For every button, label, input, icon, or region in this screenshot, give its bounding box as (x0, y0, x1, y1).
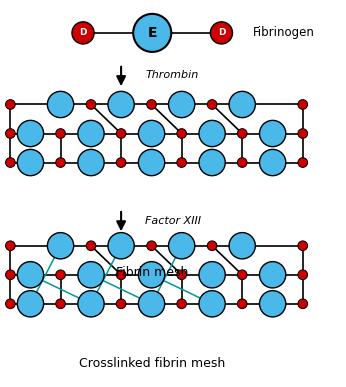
Ellipse shape (56, 128, 65, 139)
Ellipse shape (207, 99, 217, 110)
Ellipse shape (6, 299, 15, 309)
Ellipse shape (56, 299, 65, 309)
Ellipse shape (199, 291, 225, 317)
Ellipse shape (177, 299, 186, 309)
Ellipse shape (207, 241, 217, 251)
Ellipse shape (86, 99, 96, 110)
Ellipse shape (147, 241, 156, 251)
Ellipse shape (177, 270, 186, 280)
Ellipse shape (72, 22, 94, 44)
Ellipse shape (237, 299, 247, 309)
Ellipse shape (108, 233, 134, 259)
Ellipse shape (56, 270, 65, 280)
Ellipse shape (199, 262, 225, 288)
Text: Fibrin mesh: Fibrin mesh (116, 266, 189, 279)
Ellipse shape (6, 270, 15, 280)
Ellipse shape (260, 120, 286, 147)
Ellipse shape (229, 233, 255, 259)
Ellipse shape (237, 128, 247, 139)
Ellipse shape (298, 299, 308, 309)
Ellipse shape (116, 158, 126, 168)
Text: Crosslinked fibrin mesh: Crosslinked fibrin mesh (79, 357, 225, 370)
Ellipse shape (199, 120, 225, 147)
Ellipse shape (116, 128, 126, 139)
Ellipse shape (6, 99, 15, 110)
Ellipse shape (78, 120, 104, 147)
Text: E: E (147, 26, 157, 40)
Ellipse shape (298, 99, 308, 110)
Ellipse shape (138, 291, 165, 317)
Text: Fibrinogen: Fibrinogen (253, 26, 315, 39)
Ellipse shape (47, 233, 74, 259)
Ellipse shape (17, 149, 44, 176)
Ellipse shape (169, 91, 195, 118)
Ellipse shape (199, 149, 225, 176)
Ellipse shape (210, 22, 233, 44)
Ellipse shape (298, 270, 308, 280)
Ellipse shape (229, 91, 255, 118)
Ellipse shape (17, 262, 44, 288)
Ellipse shape (6, 241, 15, 251)
Ellipse shape (138, 149, 165, 176)
Ellipse shape (298, 241, 308, 251)
Ellipse shape (78, 262, 104, 288)
Ellipse shape (6, 158, 15, 168)
Text: Thrombin: Thrombin (145, 70, 199, 80)
Ellipse shape (78, 291, 104, 317)
Ellipse shape (47, 91, 74, 118)
Ellipse shape (237, 270, 247, 280)
Ellipse shape (169, 233, 195, 259)
Ellipse shape (56, 158, 65, 168)
Ellipse shape (116, 270, 126, 280)
Ellipse shape (138, 262, 165, 288)
Ellipse shape (116, 299, 126, 309)
Ellipse shape (78, 149, 104, 176)
Ellipse shape (108, 91, 134, 118)
Ellipse shape (298, 128, 308, 139)
Ellipse shape (177, 158, 186, 168)
Ellipse shape (260, 149, 286, 176)
Ellipse shape (133, 14, 171, 52)
Text: D: D (218, 28, 225, 38)
Text: D: D (79, 28, 87, 38)
Ellipse shape (237, 158, 247, 168)
Ellipse shape (147, 99, 156, 110)
Ellipse shape (260, 262, 286, 288)
Ellipse shape (298, 158, 308, 168)
Ellipse shape (17, 120, 44, 147)
Ellipse shape (138, 120, 165, 147)
Ellipse shape (86, 241, 96, 251)
Text: Factor XIII: Factor XIII (145, 216, 201, 226)
Ellipse shape (177, 128, 186, 139)
Ellipse shape (260, 291, 286, 317)
Ellipse shape (17, 291, 44, 317)
Ellipse shape (6, 128, 15, 139)
